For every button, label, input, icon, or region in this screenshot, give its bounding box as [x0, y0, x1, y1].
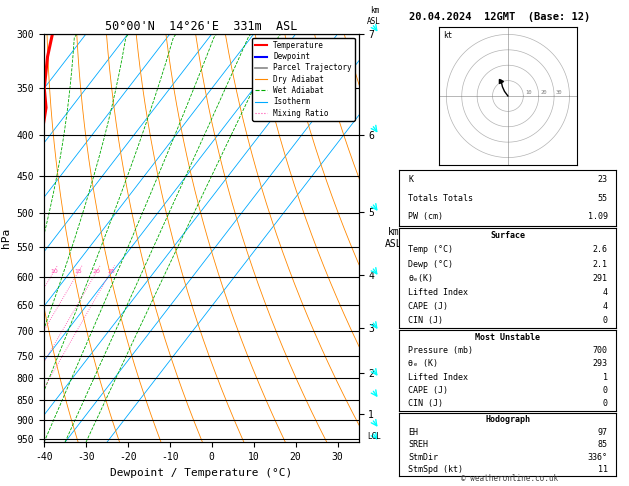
Text: Hodograph: Hodograph: [486, 415, 530, 424]
Text: PW (cm): PW (cm): [408, 212, 443, 221]
Text: km
ASL: km ASL: [367, 6, 381, 26]
Text: © weatheronline.co.uk: © weatheronline.co.uk: [461, 474, 558, 483]
Text: θₑ(K): θₑ(K): [408, 274, 433, 283]
Text: CAPE (J): CAPE (J): [408, 302, 448, 311]
Text: 10: 10: [525, 90, 532, 95]
Text: 55: 55: [598, 193, 608, 203]
Text: 30: 30: [555, 90, 562, 95]
Text: 25: 25: [107, 269, 115, 274]
Text: Dewp (°C): Dewp (°C): [408, 260, 453, 268]
Text: 0: 0: [603, 316, 608, 326]
Text: Most Unstable: Most Unstable: [476, 332, 540, 342]
Text: 2.6: 2.6: [593, 245, 608, 254]
Text: 1: 1: [603, 373, 608, 382]
Text: 23: 23: [598, 175, 608, 184]
Text: Temp (°C): Temp (°C): [408, 245, 453, 254]
Text: Surface: Surface: [491, 231, 525, 240]
Text: 4: 4: [603, 302, 608, 311]
Title: 50°00'N  14°26'E  331m  ASL: 50°00'N 14°26'E 331m ASL: [105, 20, 298, 33]
Text: 700: 700: [593, 346, 608, 355]
Text: 2.1: 2.1: [593, 260, 608, 268]
Y-axis label: hPa: hPa: [1, 228, 11, 248]
Text: 293: 293: [593, 359, 608, 368]
Text: Pressure (mb): Pressure (mb): [408, 346, 473, 355]
Text: 20.04.2024  12GMT  (Base: 12): 20.04.2024 12GMT (Base: 12): [409, 12, 591, 22]
Legend: Temperature, Dewpoint, Parcel Trajectory, Dry Adiabat, Wet Adiabat, Isotherm, Mi: Temperature, Dewpoint, Parcel Trajectory…: [252, 38, 355, 121]
Text: 10: 10: [50, 269, 58, 274]
Text: StmDir: StmDir: [408, 453, 438, 462]
Text: 97: 97: [598, 428, 608, 436]
Text: 291: 291: [593, 274, 608, 283]
Text: Lifted Index: Lifted Index: [408, 373, 468, 382]
Text: CIN (J): CIN (J): [408, 399, 443, 409]
Text: 336°: 336°: [587, 453, 608, 462]
Text: StmSpd (kt): StmSpd (kt): [408, 466, 463, 474]
X-axis label: Dewpoint / Temperature (°C): Dewpoint / Temperature (°C): [110, 468, 292, 478]
Text: 11: 11: [598, 466, 608, 474]
Text: 20: 20: [93, 269, 101, 274]
Text: 0: 0: [603, 386, 608, 395]
Text: CIN (J): CIN (J): [408, 316, 443, 326]
Text: CAPE (J): CAPE (J): [408, 386, 448, 395]
Text: K: K: [408, 175, 413, 184]
Text: 85: 85: [598, 440, 608, 449]
Text: kt: kt: [443, 31, 452, 39]
Text: 20: 20: [540, 90, 547, 95]
Y-axis label: km
ASL: km ASL: [385, 227, 403, 249]
Text: 15: 15: [75, 269, 82, 274]
Text: EH: EH: [408, 428, 418, 436]
Text: Lifted Index: Lifted Index: [408, 288, 468, 297]
Text: 4: 4: [603, 288, 608, 297]
Text: Totals Totals: Totals Totals: [408, 193, 473, 203]
Text: 1.09: 1.09: [587, 212, 608, 221]
Text: θₑ (K): θₑ (K): [408, 359, 438, 368]
Text: LCL: LCL: [367, 432, 381, 440]
Text: 0: 0: [603, 399, 608, 409]
Text: SREH: SREH: [408, 440, 428, 449]
